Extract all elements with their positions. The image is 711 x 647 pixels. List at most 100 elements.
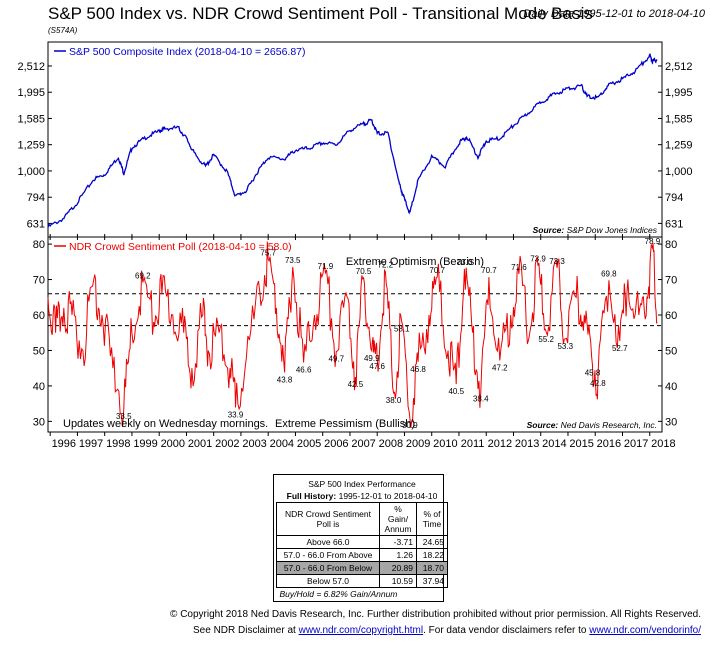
peak-label: 47.6 [369,362,385,371]
table-cell: 18.70 [416,561,448,575]
table-row-highlighted: 57.0 - 66.0 From Below 20.89 18.70 [276,561,448,575]
table-cell: 57.0 - 66.0 From Above [276,548,380,562]
peak-label: 33.9 [228,411,244,420]
x-tick-label: 2005 [297,438,321,450]
y-tick-label-left: 80 [33,239,45,251]
x-tick-label: 2016 [597,438,621,450]
peak-label: 70.5 [356,267,372,276]
peak-label: 52.7 [612,344,628,353]
sp500-line [47,53,658,228]
y-tick-label-left: 1,995 [17,87,45,99]
peak-label: 69.2 [135,271,151,280]
x-tick-label: 2013 [515,438,539,450]
x-tick-label: 2012 [488,438,512,450]
table-footer: Buy/Hold = 6.82% Gain/Annum [279,589,398,599]
table-row: Below 57.0 10.59 37.94 [276,574,448,588]
x-tick-label: 2003 [242,438,266,450]
table-cell: -3.71 [379,535,417,549]
x-tick-label: 2007 [351,438,375,450]
y-tick-label-left: 70 [33,275,45,287]
peak-label: 40.5 [448,387,464,396]
y-tick-label-right: 631 [665,218,683,230]
y-tick-label-right: 1,259 [665,140,693,152]
top-panel-frame [47,41,663,238]
table-cell: Above 66.0 [276,535,380,549]
peak-label: 58.1 [394,325,410,334]
y-tick-label-left: 1,259 [17,140,45,152]
performance-table: S&P 500 Index Performance Full History: … [276,478,448,600]
chart-code: (S574A) [48,26,78,35]
y-tick-label-right: 70 [665,275,677,287]
peak-label: 78.9 [645,237,661,246]
updates-note: Updates weekly on Wednesday mornings. [63,418,268,430]
table-history-range: 1995-12-01 to 2018-04-10 [338,491,438,501]
peak-label: 38.0 [386,396,402,405]
y-tick-label-right: 80 [665,239,677,251]
sentiment-legend-label: NDR Crowd Sentiment Poll (2018-04-10 = 5… [69,241,292,253]
source-value: Ned Davis Research, Inc. [561,420,657,430]
peak-label: 53.3 [557,342,573,351]
y-tick-label-right: 794 [665,192,683,204]
extreme-optimism-label: Extreme Optimism (Bearish) [346,256,484,268]
x-tick-label: 2008 [379,438,403,450]
table-row: Above 66.0 -3.71 24.65 [276,535,448,549]
x-tick-label: 1997 [79,438,103,450]
peak-label: 46.8 [410,365,426,374]
peak-label: 73.0 [457,258,473,267]
table-cell: 37.94 [416,574,448,588]
x-tick-label: 1999 [133,438,157,450]
table-cell: Below 57.0 [276,574,380,588]
x-tick-label: 2011 [461,438,485,450]
table-cell: 20.89 [379,561,417,575]
extreme-pessimism-label: Extreme Pessimism (Bullish) [275,418,415,430]
disclaimer-text: . For data vendor disclaimers refer to [423,625,590,636]
y-tick-label-right: 60 [665,310,677,322]
table-cell: 18.22 [416,548,448,562]
peak-label: 42.8 [590,379,606,388]
disclaimer-line: See NDR Disclaimer at www.ndr.com/copyri… [193,625,701,636]
y-tick-label-right: 2,512 [665,61,693,73]
peak-label: 45.8 [585,368,601,377]
bottom-panel-frame [47,236,663,433]
x-tick-label: 2004 [270,438,294,450]
peak-label: 70.7 [481,266,497,275]
chart-svg: 2,512 2,512 1,995 1,995 1,585 1,585 1,259 1,259… [17,41,693,450]
y-tick-label-right: 1,995 [665,87,693,99]
x-tick-label: 2014 [542,438,566,450]
peak-label: 42.5 [348,380,364,389]
peak-label: 43.8 [277,375,293,384]
y-tick-label-left: 40 [33,381,45,393]
table-history: Full History: 1995-12-01 to 2018-04-10 [277,490,448,503]
copyright-link[interactable]: www.ndr.com/copyright.html [298,625,424,636]
peak-label: 70.7 [429,266,445,275]
top-source: Source: S&P Dow Jones Indices [533,225,658,235]
peak-label: 46.6 [296,366,312,375]
sp500-legend-label: S&P 500 Composite Index (2018-04-10 = 26… [69,46,306,58]
peak-label: 30.9 [402,421,418,430]
x-tick-label: 2006 [324,438,348,450]
copyright-notice: © Copyright 2018 Ned Davis Research, Inc… [170,609,701,620]
x-tick-label: 2001 [188,438,212,450]
x-tick-label: 2010 [433,438,457,450]
table-history-label: Full History: [286,491,337,501]
x-tick-label: 2017 [624,438,648,450]
peak-label: 73.3 [549,257,565,266]
table-row: 57.0 - 66.0 From Above 1.26 18.22 [276,548,448,562]
date-range: Daily Data 1995-12-01 to 2018-04-10 [523,8,705,20]
table-header-cell: % Gain/ Annum [379,502,417,536]
y-tick-label-right: 40 [665,381,677,393]
y-tick-label-left: 631 [27,218,45,230]
sentiment-line [47,241,658,429]
y-tick-label-left: 1,585 [17,113,45,125]
peak-label: 69.8 [601,269,617,278]
vendorinfo-link[interactable]: www.ndr.com/vendorinfo/ [589,625,701,636]
y-tick-label-right: 30 [665,416,677,428]
y-tick-label-left: 1,000 [17,166,45,178]
source-label: Source: [533,225,567,235]
x-tick-label: 2015 [569,438,593,450]
table-header-cell: % of Time [416,502,448,536]
y-tick-label-left: 50 [33,345,45,357]
source-label: Source: [527,420,561,430]
x-tick-label: 2009 [406,438,430,450]
table-cell: 24.65 [416,535,448,549]
